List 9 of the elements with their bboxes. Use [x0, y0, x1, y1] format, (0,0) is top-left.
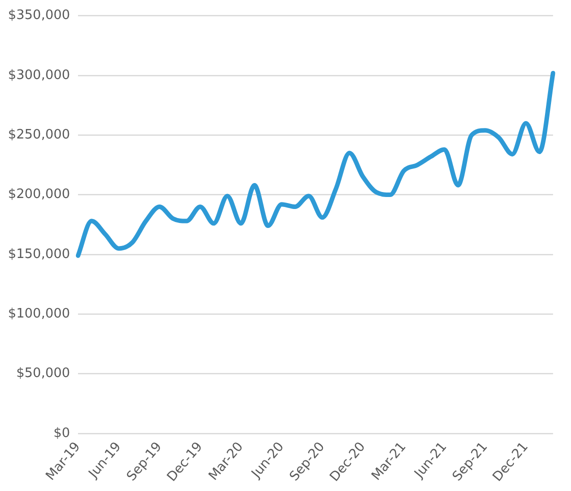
y-tick-label: $150,000: [8, 246, 70, 262]
y-tick-label: $0: [53, 426, 70, 441]
y-tick-label: $50,000: [16, 366, 70, 382]
y-tick-label: $350,000: [8, 8, 70, 24]
y-tick-label: $100,000: [8, 306, 70, 322]
line-series: [76, 70, 556, 258]
y-tick-label: $200,000: [8, 187, 70, 202]
y-tick-label: $250,000: [8, 128, 70, 142]
y-tick-label: $300,000: [8, 68, 70, 83]
